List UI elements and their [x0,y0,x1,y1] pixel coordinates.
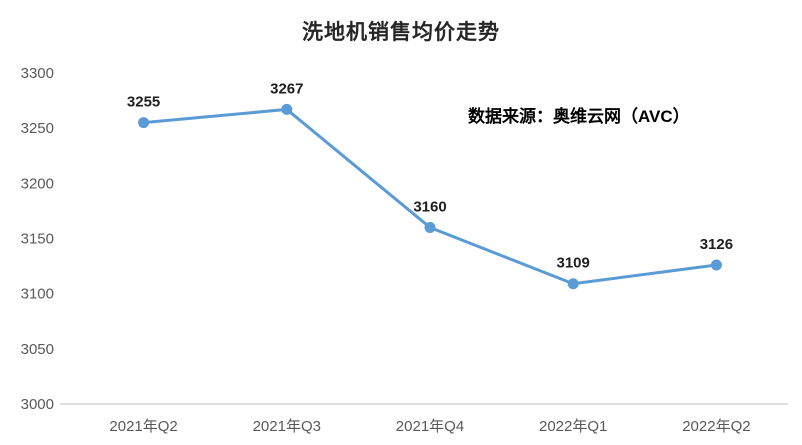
data-point-label: 3255 [127,94,160,111]
data-point-label: 3109 [557,255,590,272]
x-axis-tick-label: 2021年Q2 [109,418,177,435]
x-axis-tick-label: 2022年Q2 [682,418,750,435]
y-axis-tick-label: 3050 [21,341,54,358]
data-point-label: 3126 [700,236,733,253]
chart-title: 洗地机销售均价走势 [302,21,500,44]
data-point-label: 3267 [270,80,303,97]
data-point-marker [138,117,150,129]
data-point-marker [567,278,579,290]
data-point-marker [710,259,722,271]
y-axis-tick-label: 3200 [21,175,54,192]
series-line [142,107,718,286]
x-axis-tick-label: 2021年Q4 [396,418,464,435]
data-point-label: 3160 [413,198,446,215]
y-axis-tick-label: 3250 [21,120,54,137]
y-axis-tick-label: 3100 [21,286,54,303]
y-axis-tick-label: 3150 [21,231,54,248]
y-axis-tick-label: 3000 [21,396,54,413]
y-axis-tick-label: 3300 [21,65,54,82]
data-point-marker [424,221,436,233]
x-axis-tick-label: 2022年Q1 [539,418,607,435]
data-point-marker [281,103,293,115]
data-source-annotation: 数据来源：奥维云网（AVC） [468,107,690,126]
x-axis-tick-label: 2021年Q3 [253,418,321,435]
